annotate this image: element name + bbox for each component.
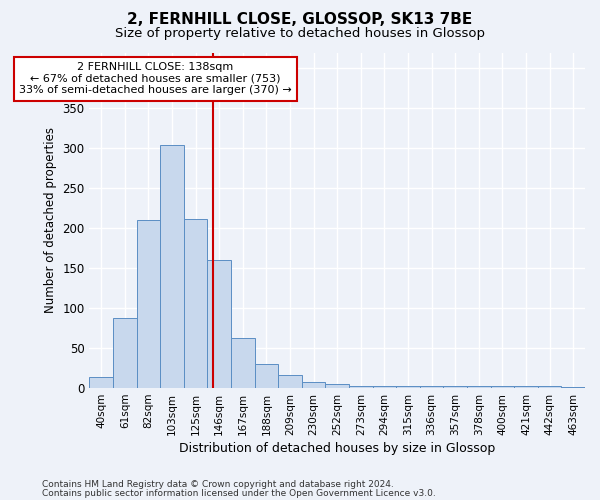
Bar bbox=[396, 386, 420, 388]
Text: 2, FERNHILL CLOSE, GLOSSOP, SK13 7BE: 2, FERNHILL CLOSE, GLOSSOP, SK13 7BE bbox=[127, 12, 473, 28]
Bar bbox=[514, 386, 538, 388]
Bar bbox=[443, 386, 467, 388]
Y-axis label: Number of detached properties: Number of detached properties bbox=[44, 128, 57, 314]
Text: Size of property relative to detached houses in Glossop: Size of property relative to detached ho… bbox=[115, 28, 485, 40]
Bar bbox=[184, 218, 208, 388]
Bar bbox=[208, 260, 231, 388]
Bar bbox=[302, 382, 325, 388]
Bar bbox=[160, 145, 184, 388]
Bar bbox=[254, 364, 278, 388]
Bar bbox=[113, 318, 137, 388]
Bar bbox=[349, 386, 373, 388]
Text: Contains public sector information licensed under the Open Government Licence v3: Contains public sector information licen… bbox=[42, 488, 436, 498]
Text: Contains HM Land Registry data © Crown copyright and database right 2024.: Contains HM Land Registry data © Crown c… bbox=[42, 480, 394, 489]
X-axis label: Distribution of detached houses by size in Glossop: Distribution of detached houses by size … bbox=[179, 442, 496, 455]
Bar bbox=[491, 386, 514, 388]
Bar bbox=[538, 386, 562, 388]
Bar bbox=[137, 220, 160, 388]
Bar bbox=[89, 377, 113, 388]
Text: 2 FERNHILL CLOSE: 138sqm
← 67% of detached houses are smaller (753)
33% of semi-: 2 FERNHILL CLOSE: 138sqm ← 67% of detach… bbox=[19, 62, 292, 96]
Bar bbox=[278, 376, 302, 388]
Bar bbox=[231, 338, 254, 388]
Bar bbox=[373, 386, 396, 388]
Bar bbox=[467, 386, 491, 388]
Bar bbox=[420, 386, 443, 388]
Bar bbox=[325, 384, 349, 388]
